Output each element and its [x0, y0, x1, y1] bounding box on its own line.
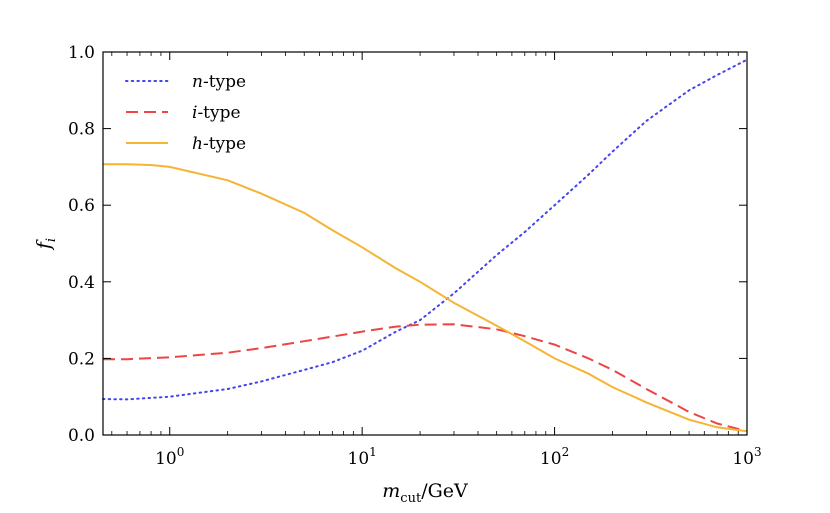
legend-symbol: n: [192, 72, 203, 92]
y-axis-label-subscript: i: [44, 238, 59, 242]
legend-label-n-type: n-type: [192, 72, 246, 92]
x-tick-base: 10: [540, 449, 562, 469]
x-tick-exponent: 2: [562, 445, 570, 459]
plot-frame: [102, 51, 748, 436]
x-tick-base: 10: [155, 449, 177, 469]
y-axis-label: fi: [33, 238, 59, 251]
legend-suffix: -type: [197, 103, 240, 123]
x-axis-label-unit: /GeV: [421, 480, 468, 502]
legend-item-h-type: h-type: [126, 134, 246, 154]
x-axis-label: mcut/GeV: [382, 480, 468, 506]
x-tick-label: 100: [155, 445, 184, 469]
x-axis-label-subscript: cut: [400, 491, 422, 506]
legend-symbol: i: [192, 103, 197, 123]
series-line-n-type: [102, 58, 748, 401]
legend-suffix: -type: [203, 134, 246, 154]
y-tick-label: 0.2: [68, 349, 95, 369]
y-tick-label: 0.8: [68, 120, 95, 140]
x-tick-exponent: 3: [754, 445, 762, 459]
legend-label-i-type: i-type: [192, 103, 241, 123]
y-axis-label-symbol: f: [33, 239, 55, 251]
legend-symbol: h: [192, 134, 203, 154]
legend-label-h-type: h-type: [192, 134, 246, 154]
y-tick-label: 0.6: [68, 196, 95, 216]
legend: n-type i-type h-type: [125, 72, 246, 154]
x-tick-base: 10: [732, 449, 754, 469]
legend-suffix: -type: [203, 72, 246, 92]
y-tick-label: 0.4: [68, 273, 95, 293]
x-tick-base: 10: [348, 449, 370, 469]
legend-item-n-type: n-type: [125, 72, 246, 92]
y-tick-label: 0.0: [68, 426, 95, 446]
series-line-h-type: [103, 163, 748, 433]
series-layer: [102, 58, 748, 433]
x-axis-label-symbol: m: [382, 480, 400, 502]
x-tick-label: 103: [732, 445, 761, 469]
legend-item-i-type: i-type: [126, 103, 241, 123]
x-tick-exponent: 0: [177, 445, 185, 459]
x-tick-label: 102: [540, 445, 569, 469]
y-tick-label: 1.0: [68, 43, 95, 63]
x-tick-exponent: 1: [369, 445, 377, 459]
x-tick-label: 101: [348, 445, 377, 469]
series-line-i-type: [103, 323, 748, 433]
ticks-layer: [103, 51, 748, 436]
